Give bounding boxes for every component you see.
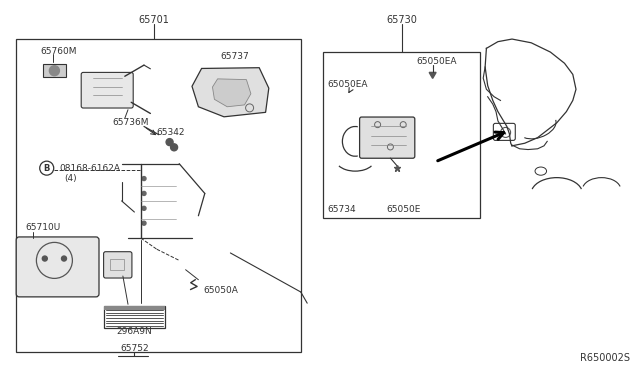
Polygon shape xyxy=(212,79,251,107)
Circle shape xyxy=(61,256,67,261)
FancyBboxPatch shape xyxy=(360,117,415,158)
FancyBboxPatch shape xyxy=(16,237,99,297)
Circle shape xyxy=(142,221,146,225)
Polygon shape xyxy=(192,68,269,117)
Text: B: B xyxy=(44,164,50,173)
Text: 65050E: 65050E xyxy=(387,205,421,214)
Text: 65701: 65701 xyxy=(138,16,169,25)
Bar xyxy=(104,306,165,328)
Bar xyxy=(110,259,124,270)
Text: 65050A: 65050A xyxy=(204,286,238,295)
FancyBboxPatch shape xyxy=(104,252,132,278)
Text: 65710U: 65710U xyxy=(26,223,61,232)
Bar xyxy=(323,52,480,218)
Text: 296A9N: 296A9N xyxy=(116,327,152,336)
Circle shape xyxy=(142,192,146,195)
Circle shape xyxy=(166,139,173,145)
Text: (4): (4) xyxy=(64,174,77,183)
Text: 65752: 65752 xyxy=(120,344,148,353)
Text: 65050EA: 65050EA xyxy=(416,57,456,66)
Bar xyxy=(16,39,301,352)
Text: 65734: 65734 xyxy=(327,205,356,214)
Circle shape xyxy=(171,144,177,151)
Circle shape xyxy=(42,256,47,261)
Text: 65736M: 65736M xyxy=(112,118,148,127)
Text: 65730: 65730 xyxy=(387,16,417,25)
Text: 65737: 65737 xyxy=(221,52,250,61)
Text: 65050EA: 65050EA xyxy=(328,80,368,89)
Polygon shape xyxy=(43,64,66,77)
Circle shape xyxy=(142,206,146,210)
Text: R650002S: R650002S xyxy=(580,353,630,363)
Text: 65760M: 65760M xyxy=(40,47,77,56)
Text: 65342: 65342 xyxy=(157,128,186,137)
FancyBboxPatch shape xyxy=(81,73,133,108)
Bar xyxy=(104,306,165,310)
Text: 08168-6162A: 08168-6162A xyxy=(60,164,120,173)
Circle shape xyxy=(49,66,60,76)
Circle shape xyxy=(142,177,146,180)
